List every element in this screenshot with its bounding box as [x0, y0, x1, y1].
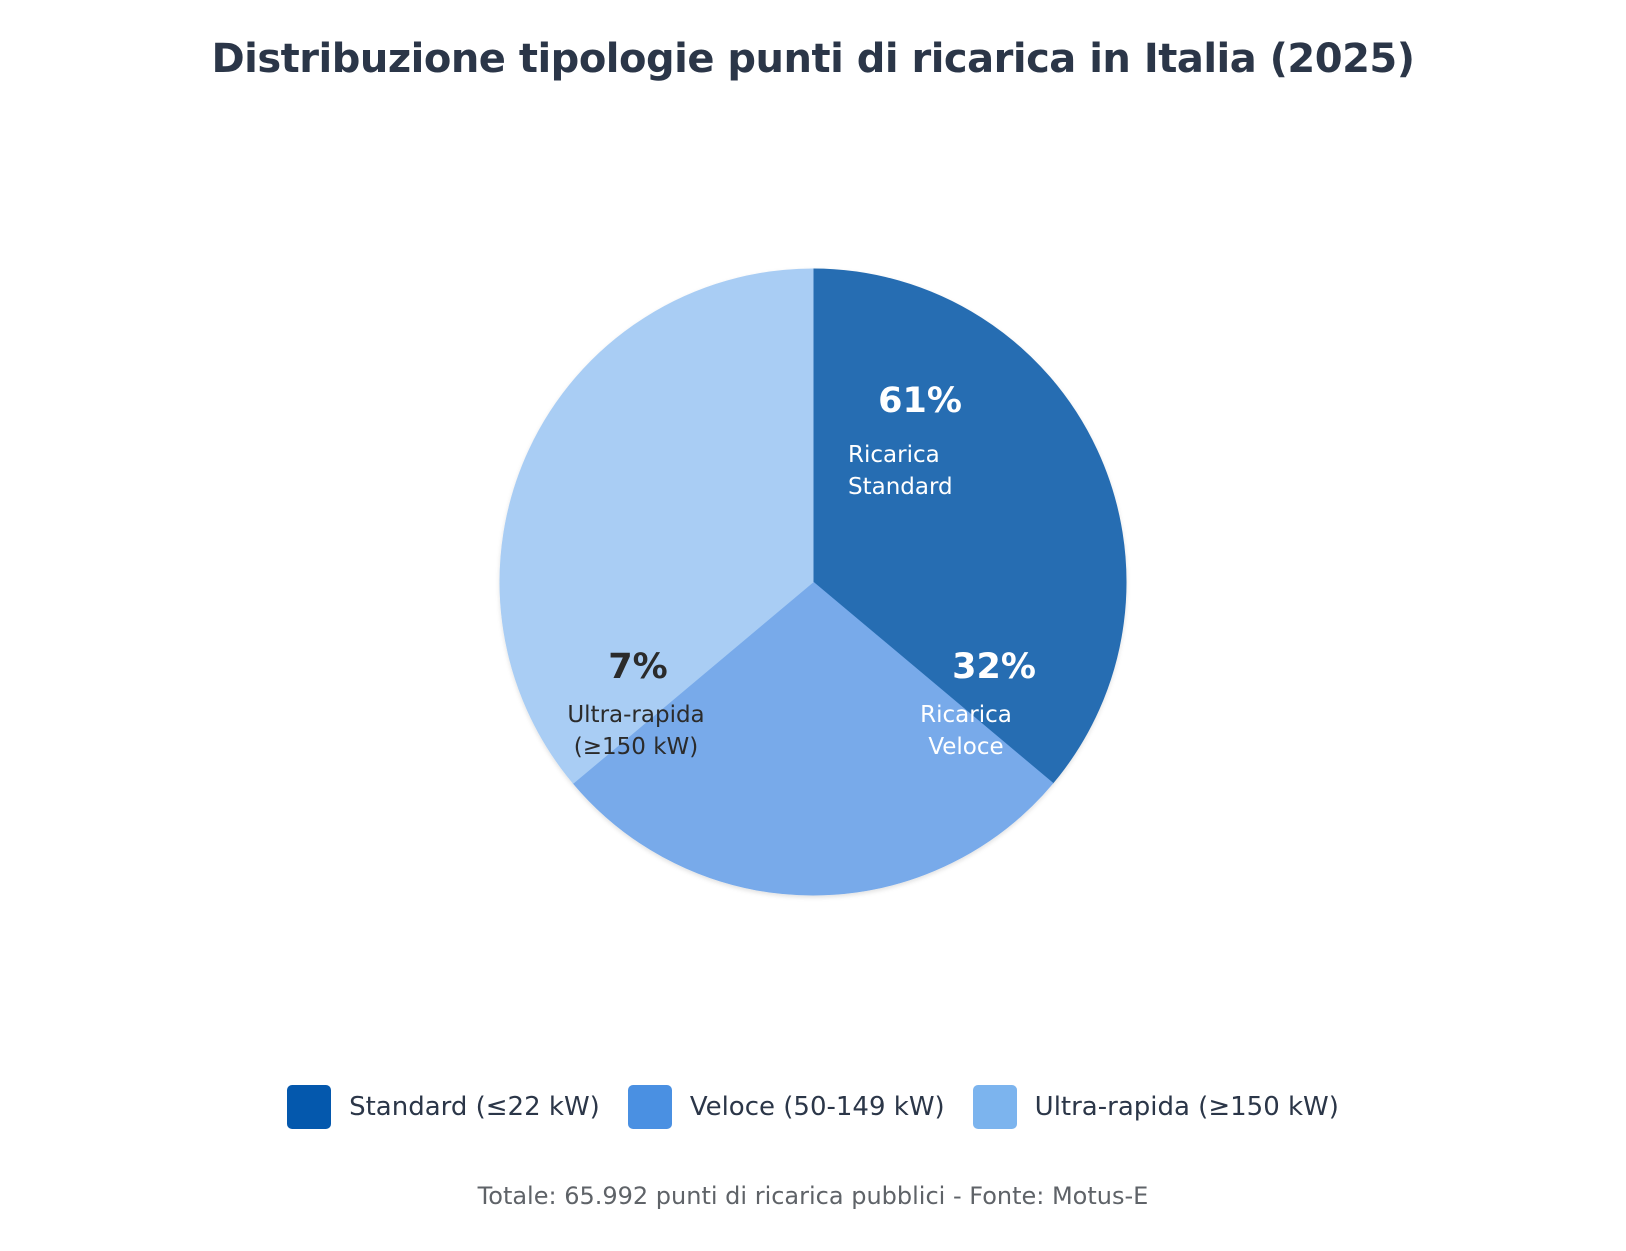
legend-swatch-ultra-rapida — [972, 1085, 1017, 1129]
pie-slice-veloce — [572, 581, 1054, 896]
pie-slice-standard — [812, 268, 1127, 784]
chart-title: Distribuzione tipologie punti di ricaric… — [211, 36, 1415, 82]
legend-label-ultra-rapida: Ultra-rapida (≥150 kW) — [1034, 1092, 1339, 1122]
slice-percent-veloce: 32% — [952, 647, 1036, 687]
legend-swatch-standard — [287, 1085, 332, 1129]
legend-label-standard: Standard (≤22 kW) — [349, 1092, 600, 1122]
legend-item-standard: Standard (≤22 kW) — [287, 1085, 600, 1129]
legend-item-ultra-rapida: Ultra-rapida (≥150 kW) — [972, 1085, 1339, 1129]
slice-label-standard-line-1: Ricarica — [848, 442, 940, 468]
slice-percent-standard: 61% — [878, 381, 962, 421]
slice-label-veloce-line-1: Ricarica — [920, 702, 1012, 728]
chart-footnote: Totale: 65.992 punti di ricarica pubblic… — [477, 1182, 1149, 1210]
pie-slice-ultra-rapida — [499, 268, 814, 784]
chart-legend: Standard (≤22 kW) Veloce (50-149 kW) Ult… — [0, 1085, 1626, 1129]
legend-item-veloce: Veloce (50-149 kW) — [627, 1085, 945, 1129]
legend-label-veloce: Veloce (50-149 kW) — [689, 1092, 945, 1122]
slice-percent-ultra-rapida: 7% — [608, 647, 667, 687]
slice-label-veloce-line-2: Veloce — [928, 734, 1003, 760]
slice-label-ultra-rapida-line-1: Ultra-rapida — [567, 702, 704, 728]
legend-swatch-veloce — [627, 1085, 672, 1129]
slice-label-standard-line-2: Standard — [848, 474, 953, 500]
slice-label-ultra-rapida-line-2: (≥150 kW) — [574, 734, 699, 760]
